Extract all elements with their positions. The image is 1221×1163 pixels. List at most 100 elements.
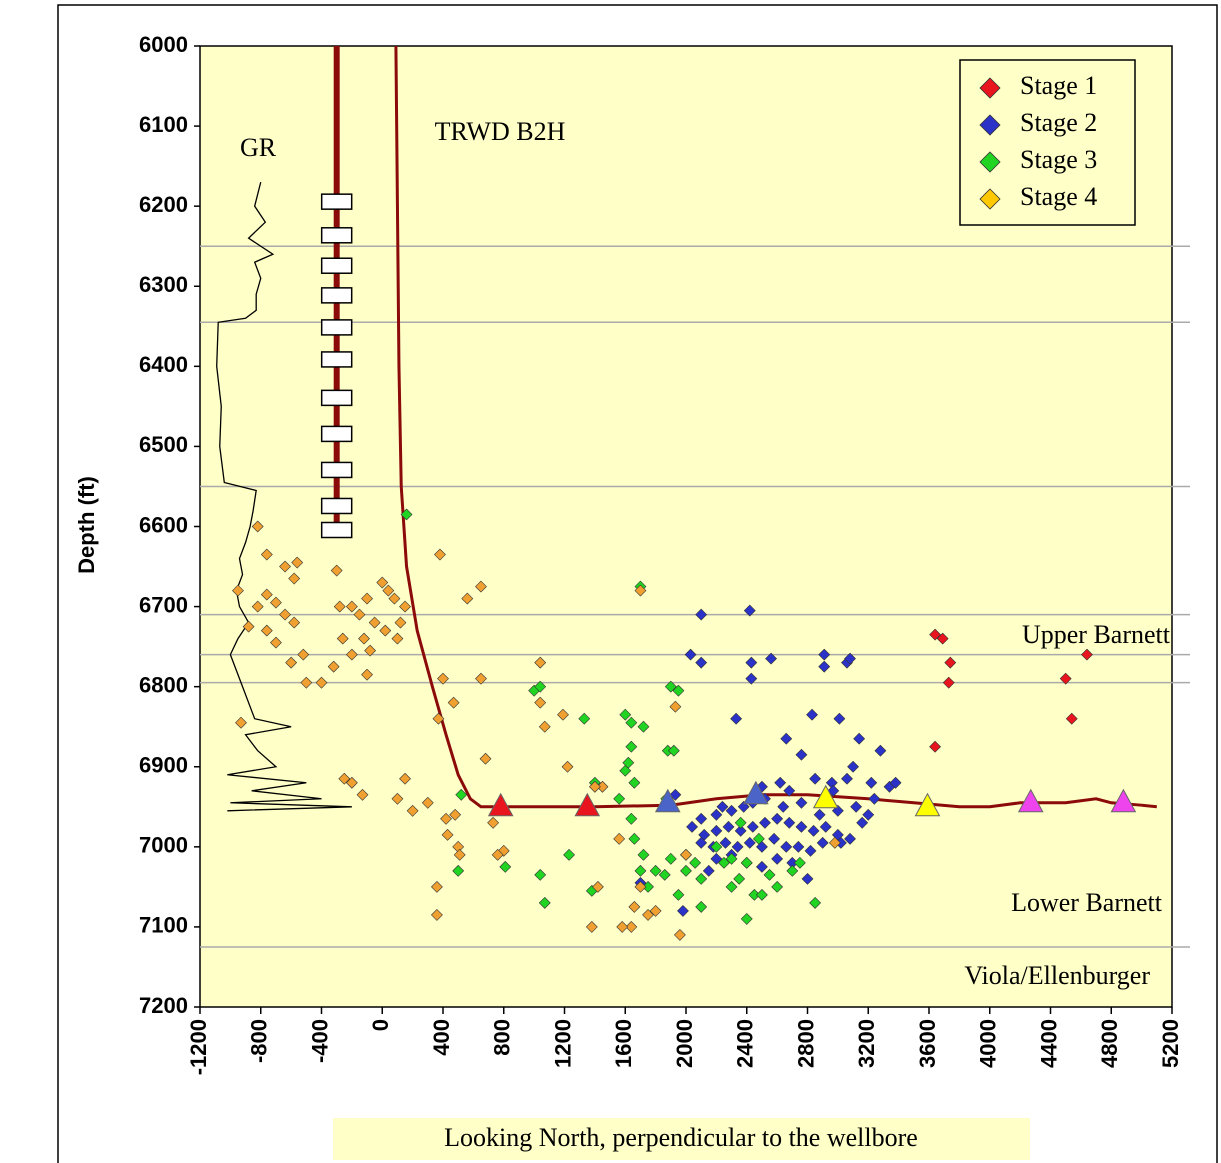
event-point bbox=[672, 684, 685, 697]
event-point bbox=[251, 520, 264, 533]
event-point bbox=[585, 920, 598, 933]
x-tick-label: 0 bbox=[368, 1019, 393, 1031]
event-point bbox=[819, 820, 832, 833]
event-point bbox=[844, 652, 856, 665]
event-point bbox=[361, 668, 373, 681]
event-point bbox=[680, 848, 692, 861]
event-point bbox=[783, 784, 796, 797]
event-point bbox=[534, 680, 547, 693]
event-point bbox=[628, 776, 641, 789]
event-point bbox=[746, 820, 759, 833]
legend-label: Stage 4 bbox=[1020, 182, 1097, 211]
event-point bbox=[809, 896, 822, 909]
x-tick-label: 1600 bbox=[611, 1019, 636, 1068]
event-point bbox=[740, 856, 753, 869]
event-point bbox=[710, 852, 723, 865]
event-point bbox=[649, 904, 662, 917]
y-tick-label: 6600 bbox=[139, 512, 188, 537]
event-point bbox=[563, 848, 575, 861]
legend-marker bbox=[979, 188, 1001, 210]
event-point bbox=[695, 656, 708, 669]
event-point bbox=[795, 748, 808, 761]
event-point bbox=[737, 800, 750, 813]
x-axis-title: Looking North, perpendicular to the well… bbox=[444, 1123, 918, 1152]
event-point bbox=[702, 864, 715, 877]
event-point bbox=[774, 776, 787, 789]
event-point bbox=[400, 508, 413, 521]
event-point bbox=[338, 772, 351, 785]
y-tick-label: 6300 bbox=[139, 272, 188, 297]
y-tick-label: 6000 bbox=[139, 32, 188, 57]
event-point bbox=[722, 820, 735, 833]
event-point bbox=[538, 720, 551, 733]
event-point bbox=[733, 872, 746, 885]
event-point bbox=[368, 616, 381, 629]
event-point bbox=[780, 840, 793, 853]
event-point bbox=[874, 744, 887, 757]
event-point bbox=[680, 864, 692, 877]
event-point bbox=[725, 880, 738, 893]
event-point bbox=[622, 756, 635, 769]
event-point bbox=[771, 880, 784, 893]
event-point bbox=[730, 712, 743, 725]
event-point bbox=[689, 856, 702, 869]
event-point bbox=[453, 848, 466, 861]
event-point bbox=[637, 720, 650, 733]
event-point bbox=[497, 844, 510, 857]
y-tick-label: 6400 bbox=[139, 352, 188, 377]
y-tick-label: 6200 bbox=[139, 192, 188, 217]
event-point bbox=[382, 584, 395, 597]
event-point bbox=[376, 576, 389, 589]
event-point bbox=[658, 868, 671, 881]
event-point bbox=[856, 816, 869, 829]
x-tick-label: 2400 bbox=[733, 1019, 758, 1068]
x-tick-label: 4800 bbox=[1097, 1019, 1122, 1068]
event-point bbox=[330, 564, 343, 577]
legend-label: Stage 3 bbox=[1020, 145, 1097, 174]
event-point bbox=[847, 760, 859, 773]
curve-label: GR bbox=[240, 133, 277, 162]
x-tick-label: 5200 bbox=[1158, 1019, 1183, 1068]
event-point bbox=[440, 812, 452, 825]
event-point bbox=[625, 740, 638, 753]
event-point bbox=[850, 800, 863, 813]
event-point bbox=[813, 808, 826, 821]
event-point bbox=[491, 848, 504, 861]
event-point bbox=[588, 780, 601, 793]
perforation bbox=[574, 792, 601, 817]
annotation: Lower Barnett bbox=[1011, 888, 1163, 917]
event-point bbox=[391, 632, 404, 645]
annotation: Viola/Ellenburger bbox=[964, 961, 1150, 990]
event-point bbox=[279, 560, 291, 573]
annotation: Upper Barnett bbox=[1022, 620, 1171, 649]
y-tick-label: 7000 bbox=[139, 833, 188, 858]
packer bbox=[320, 351, 353, 368]
event-point bbox=[388, 592, 401, 605]
event-point bbox=[399, 600, 411, 613]
event-point bbox=[616, 920, 629, 933]
event-point bbox=[561, 760, 574, 773]
y-tick-label: 6700 bbox=[139, 592, 188, 617]
event-point bbox=[664, 680, 677, 693]
event-point bbox=[756, 860, 768, 873]
event-point bbox=[475, 580, 487, 593]
y-tick-label: 7200 bbox=[139, 993, 188, 1018]
event-point bbox=[534, 656, 547, 669]
event-point bbox=[613, 832, 626, 845]
event-point bbox=[664, 852, 677, 865]
event-point bbox=[725, 852, 738, 865]
x-tick-label: 2000 bbox=[672, 1019, 697, 1068]
event-point bbox=[391, 792, 404, 805]
event-point bbox=[336, 632, 349, 645]
event-point bbox=[431, 908, 443, 921]
event-point bbox=[634, 880, 647, 893]
legend-marker bbox=[979, 114, 1001, 136]
event-point bbox=[801, 872, 814, 885]
y-tick-label: 6800 bbox=[139, 672, 188, 697]
event-point bbox=[452, 864, 465, 877]
event-point bbox=[763, 868, 776, 881]
event-point bbox=[327, 660, 340, 673]
event-point bbox=[449, 808, 462, 821]
event-point bbox=[677, 904, 689, 917]
event-point bbox=[818, 648, 831, 661]
